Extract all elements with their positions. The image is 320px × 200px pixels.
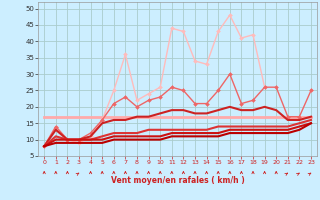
X-axis label: Vent moyen/en rafales ( km/h ): Vent moyen/en rafales ( km/h ) [111, 176, 244, 185]
